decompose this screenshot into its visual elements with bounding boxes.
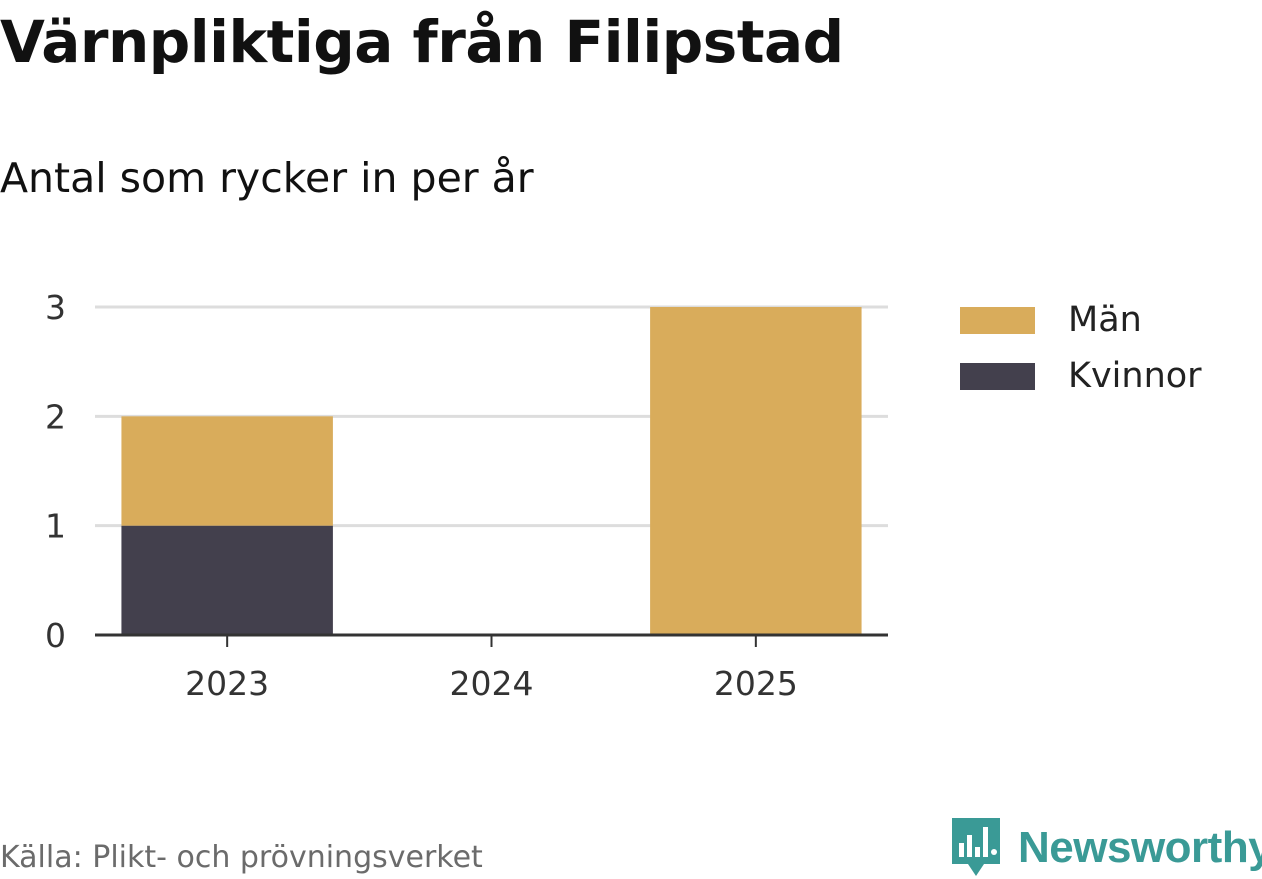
bar-kvinnor-2023: [121, 525, 333, 635]
y-tick-label-3: 3: [45, 288, 66, 327]
x-tick-label-2024: 2024: [450, 664, 534, 703]
chart-subtitle: Antal som rycker in per år: [0, 154, 534, 202]
x-tick-label-2023: 2023: [185, 664, 269, 703]
y-tick-label-2: 2: [45, 397, 66, 436]
newsworthy-chart-bubble-icon: [952, 818, 1000, 876]
bar-chart: 0 1 2 3 2023 2024 2025: [45, 288, 888, 703]
legend: Män Kvinnor: [960, 292, 1202, 404]
legend-label-man: Män: [1068, 300, 1142, 340]
logo-text: Newsworthy: [1018, 823, 1262, 872]
y-tick-label-0: 0: [45, 616, 66, 655]
x-tick-label-2025: 2025: [714, 664, 798, 703]
legend-swatch-man: [960, 306, 1035, 334]
y-tick-label-1: 1: [45, 507, 66, 546]
newsworthy-logo[interactable]: Newsworthy: [952, 818, 1262, 878]
bar-män-2023: [121, 416, 333, 526]
legend-label-kvinnor: Kvinnor: [1068, 356, 1202, 396]
source-note: Källa: Plikt- och prövningsverket: [0, 840, 483, 875]
legend-item-man: Män: [960, 292, 1202, 348]
bar-män-2025: [650, 307, 862, 635]
legend-item-kvinnor: Kvinnor: [960, 348, 1202, 404]
chart-title: Värnpliktiga från Filipstad: [0, 8, 844, 76]
legend-swatch-kvinnor: [960, 362, 1035, 390]
